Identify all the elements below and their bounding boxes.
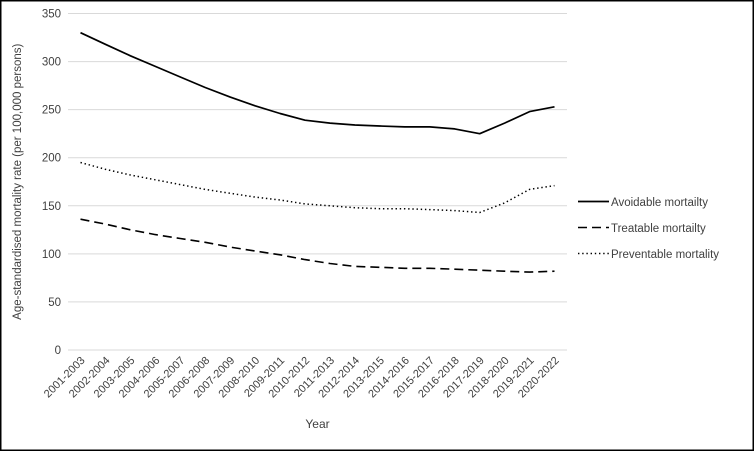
legend-label: Treatable mortailty: [611, 223, 706, 235]
legend-item-treatable-mortailty: Treatable mortailty: [578, 223, 706, 235]
y-tick-label: 50: [48, 297, 61, 309]
y-tick-label: 150: [42, 201, 61, 213]
legend-label: Preventable mortality: [611, 249, 719, 261]
y-tick-label: 350: [42, 9, 61, 21]
series-line-treatable-mortailty: [80, 218, 555, 273]
y-tick-label: 300: [42, 57, 61, 69]
y-tick-label: 200: [42, 153, 61, 165]
legend-label: Avoidable mortailty: [611, 197, 708, 209]
legend-item-preventable-mortality: Preventable mortality: [578, 249, 719, 261]
x-axis-title: Year: [305, 417, 329, 431]
y-axis-title: Age-standardised mortality rate (per 100…: [12, 44, 24, 320]
y-tick-label: 250: [42, 105, 61, 117]
y-tick-label: 100: [42, 249, 61, 261]
series-line-avoidable-mortailty: [80, 31, 555, 135]
series-line-preventable-mortality: [80, 161, 555, 214]
legend-item-avoidable-mortailty: Avoidable mortailty: [578, 197, 708, 209]
y-tick-label: 0: [55, 345, 61, 357]
